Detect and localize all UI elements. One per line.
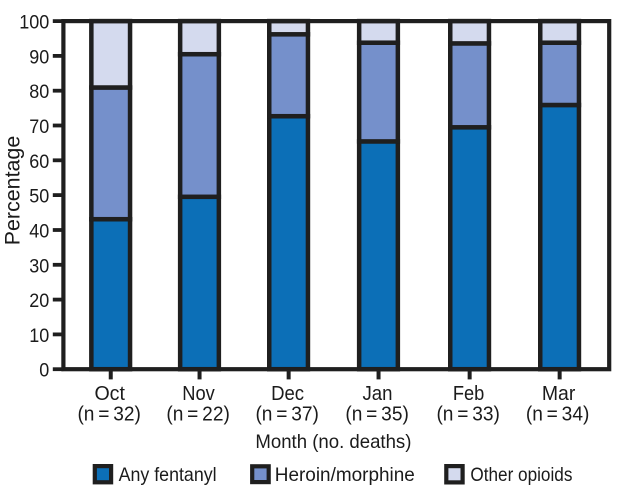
svg-text:30: 30 (29, 255, 49, 277)
svg-text:100: 100 (19, 12, 49, 34)
svg-text:60: 60 (29, 151, 49, 173)
svg-text:20: 20 (29, 290, 49, 312)
svg-text:Oct: Oct (94, 383, 125, 405)
svg-text:10: 10 (29, 325, 49, 347)
svg-text:(n = 34): (n = 34) (526, 403, 590, 425)
svg-text:Dec: Dec (271, 383, 304, 405)
svg-text:(n = 32): (n = 32) (77, 403, 141, 425)
svg-text:40: 40 (29, 221, 49, 243)
svg-text:Jan: Jan (363, 383, 393, 405)
svg-text:0: 0 (39, 360, 49, 382)
svg-text:90: 90 (29, 46, 49, 68)
svg-text:80: 80 (29, 81, 49, 103)
svg-text:Other opioids: Other opioids (470, 464, 572, 486)
svg-text:70: 70 (29, 116, 49, 138)
svg-text:(n = 33): (n = 33) (436, 403, 500, 425)
svg-text:Mar: Mar (542, 383, 576, 405)
svg-text:Feb: Feb (453, 383, 485, 405)
svg-text:50: 50 (29, 186, 49, 208)
svg-text:Heroin/morphine: Heroin/morphine (275, 464, 415, 486)
svg-text:Percentage: Percentage (1, 136, 25, 246)
svg-text:(n = 35): (n = 35) (345, 403, 409, 425)
svg-text:(n = 22): (n = 22) (166, 403, 230, 425)
svg-text:Nov: Nov (182, 383, 215, 405)
svg-text:(n = 37): (n = 37) (255, 403, 319, 425)
svg-text:Month (no. deaths): Month (no. deaths) (255, 432, 411, 453)
svg-text:Any fentanyl: Any fentanyl (119, 464, 217, 486)
